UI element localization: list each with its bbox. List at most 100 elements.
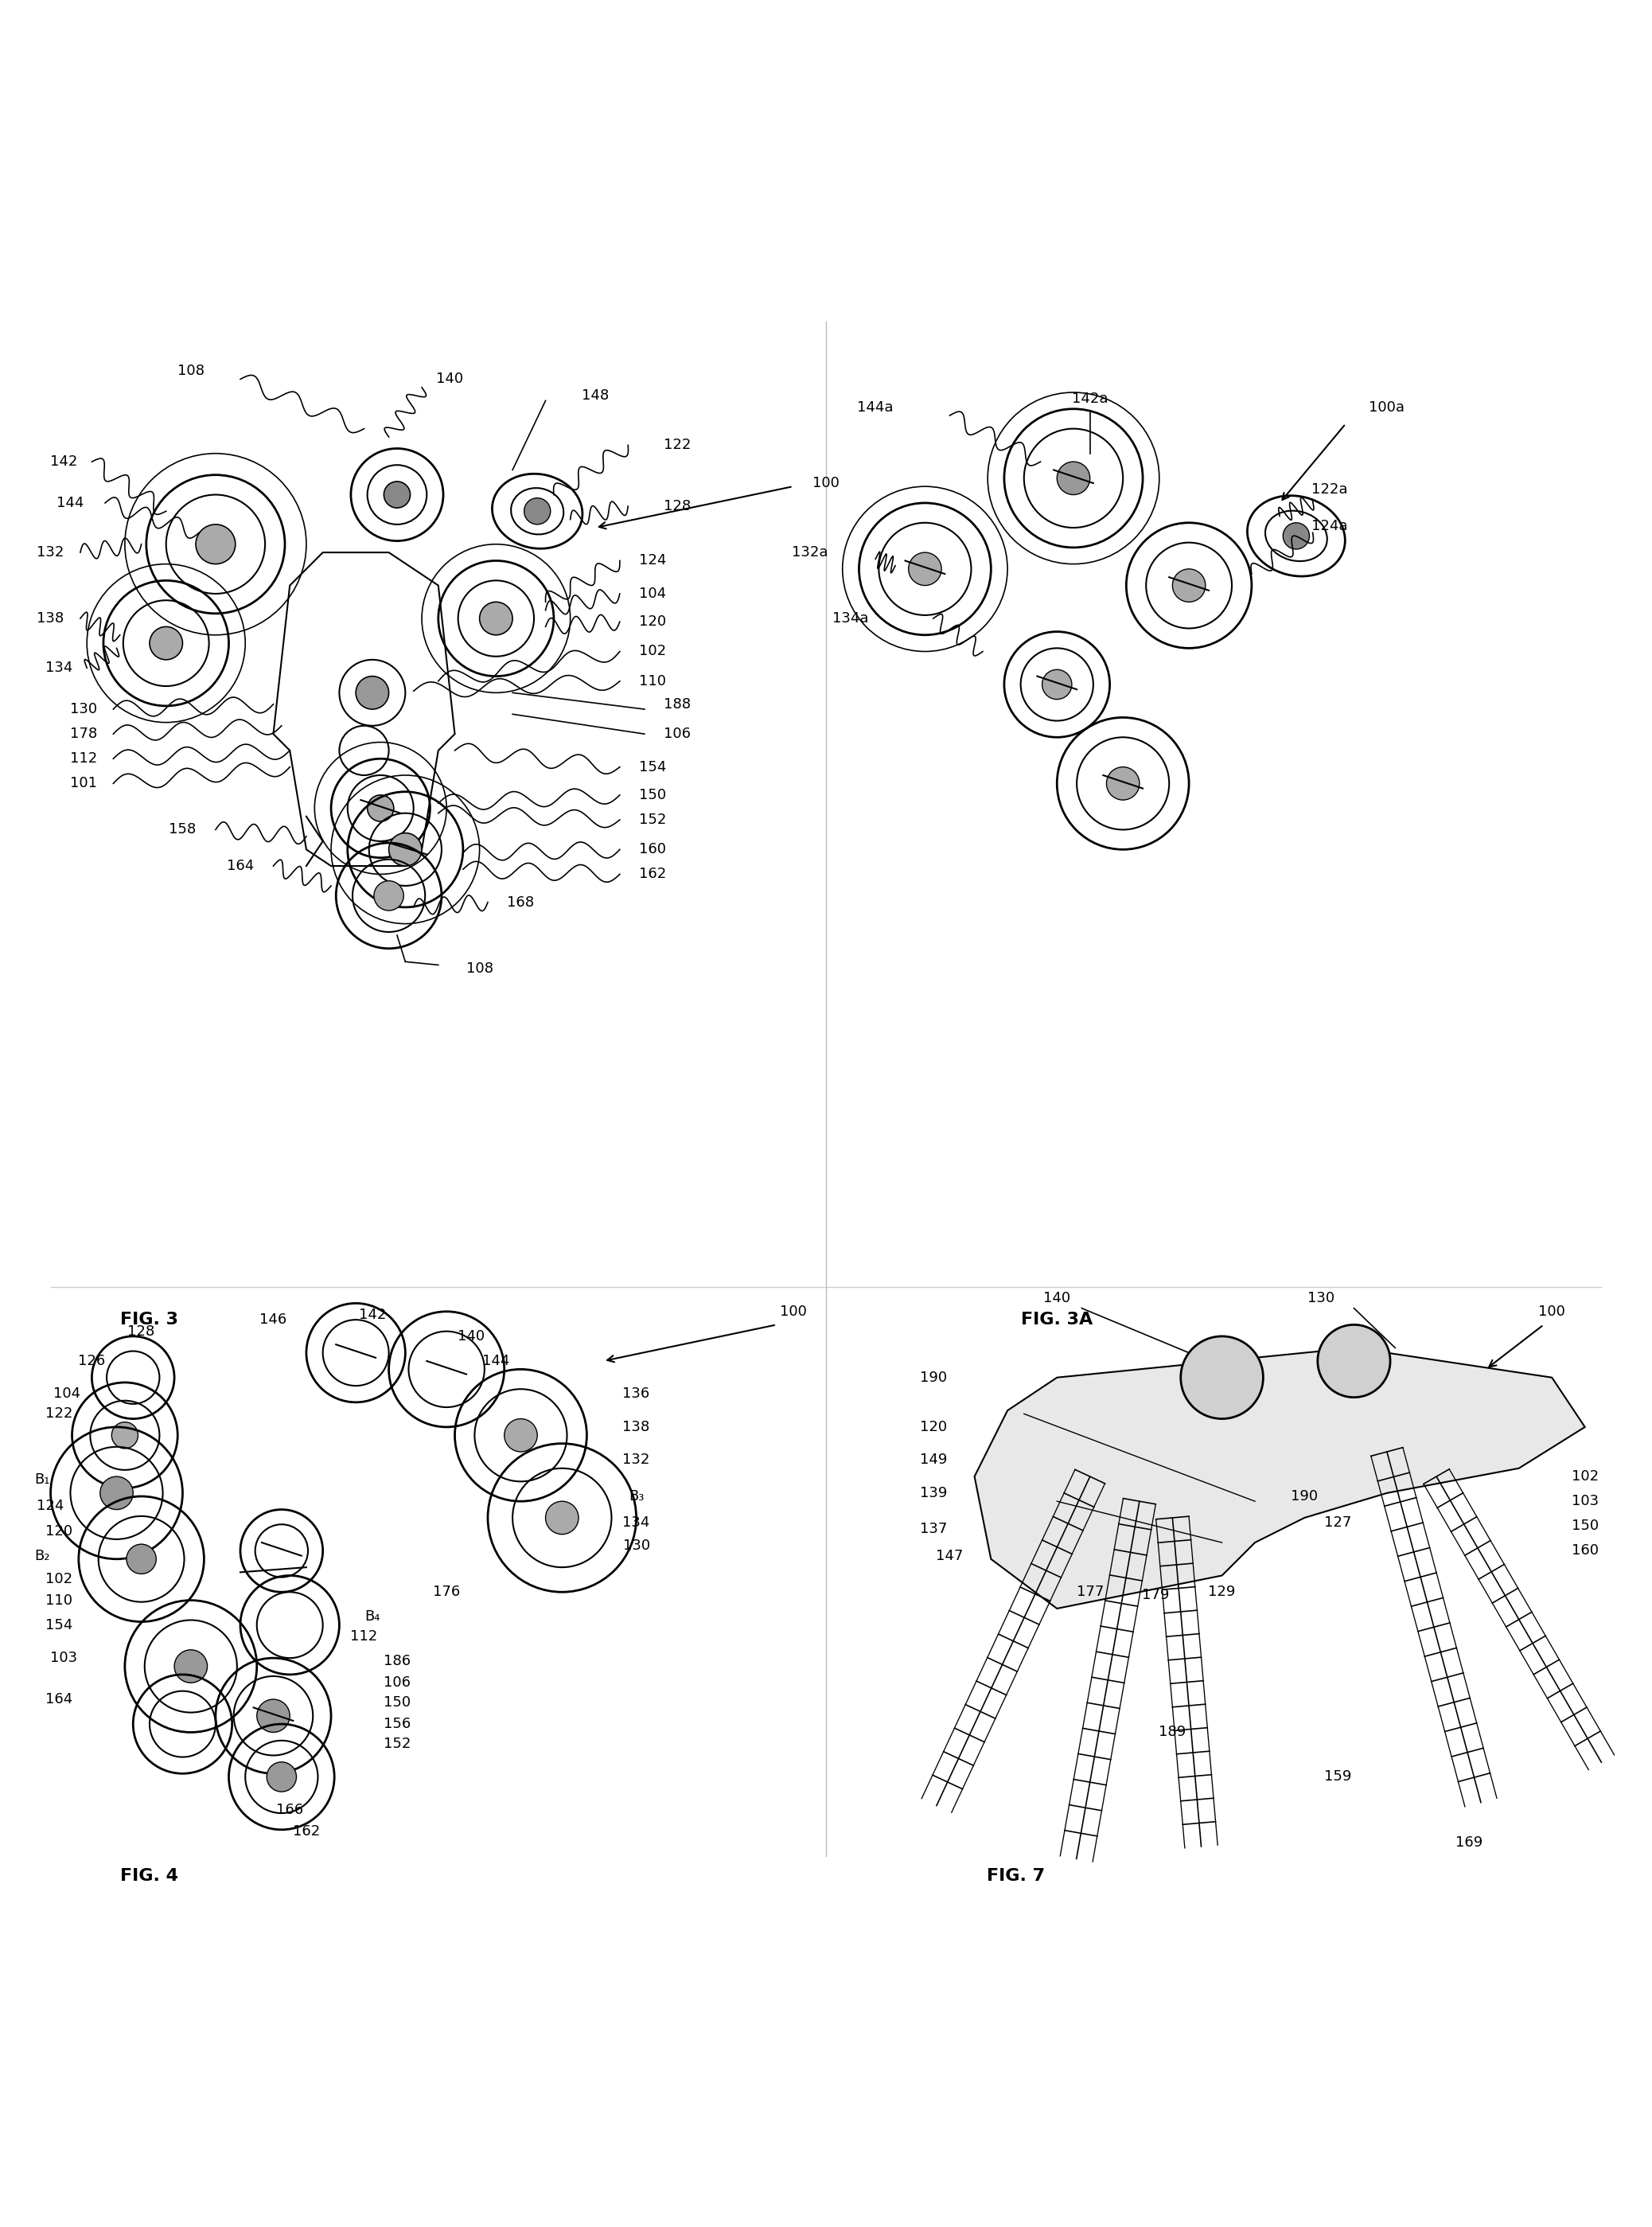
Text: 140: 140 <box>436 372 464 385</box>
Text: 156: 156 <box>383 1717 411 1730</box>
Text: 150: 150 <box>383 1695 411 1710</box>
Text: 137: 137 <box>920 1523 947 1537</box>
Text: 168: 168 <box>507 895 534 909</box>
Text: 142: 142 <box>358 1307 387 1323</box>
Text: 152: 152 <box>383 1737 411 1750</box>
Text: 120: 120 <box>45 1523 73 1539</box>
Text: 128: 128 <box>127 1325 155 1338</box>
Text: 103: 103 <box>1571 1494 1599 1508</box>
Text: 110: 110 <box>639 675 666 688</box>
Circle shape <box>388 833 421 866</box>
Text: 100a: 100a <box>1370 401 1404 414</box>
Text: 128: 128 <box>664 499 691 514</box>
Text: 130: 130 <box>1307 1292 1335 1305</box>
Circle shape <box>197 523 235 563</box>
Text: 124a: 124a <box>1312 519 1348 532</box>
Circle shape <box>127 1543 157 1574</box>
Text: 130: 130 <box>69 702 97 717</box>
Text: 106: 106 <box>383 1675 411 1690</box>
Circle shape <box>373 882 403 911</box>
Circle shape <box>367 795 393 822</box>
Text: 104: 104 <box>53 1387 81 1401</box>
Text: 162: 162 <box>639 866 666 882</box>
Text: B₄: B₄ <box>365 1610 380 1623</box>
Polygon shape <box>975 1347 1584 1608</box>
Text: 160: 160 <box>1571 1543 1599 1559</box>
Text: 154: 154 <box>45 1617 73 1632</box>
Circle shape <box>1318 1325 1391 1396</box>
Text: 120: 120 <box>639 615 666 628</box>
Circle shape <box>909 552 942 586</box>
Circle shape <box>1042 670 1072 699</box>
Text: 132: 132 <box>36 546 64 559</box>
Text: 122a: 122a <box>1312 483 1348 497</box>
Text: 108: 108 <box>466 962 492 975</box>
Text: 134: 134 <box>623 1517 649 1530</box>
Text: 100: 100 <box>780 1305 806 1318</box>
Circle shape <box>1173 568 1206 601</box>
Text: 142: 142 <box>50 454 78 470</box>
Text: 162: 162 <box>292 1824 320 1840</box>
Text: 134a: 134a <box>833 610 869 626</box>
Text: 102: 102 <box>1571 1470 1599 1483</box>
Text: 164: 164 <box>45 1693 73 1706</box>
Text: 169: 169 <box>1455 1835 1483 1851</box>
Text: 144a: 144a <box>857 401 894 414</box>
Circle shape <box>545 1501 578 1534</box>
Text: 134: 134 <box>45 661 73 675</box>
Circle shape <box>524 499 550 523</box>
Text: 158: 158 <box>169 822 197 837</box>
Text: 190: 190 <box>1290 1490 1318 1503</box>
Text: 190: 190 <box>920 1370 947 1385</box>
Text: FIG. 4: FIG. 4 <box>121 1868 178 1884</box>
Circle shape <box>1107 766 1140 799</box>
Text: 140: 140 <box>458 1330 486 1343</box>
Text: 126: 126 <box>78 1354 106 1367</box>
Text: 149: 149 <box>920 1452 947 1468</box>
Text: 124: 124 <box>36 1499 64 1514</box>
Circle shape <box>383 481 410 508</box>
Text: 147: 147 <box>937 1548 963 1563</box>
Text: 122: 122 <box>664 439 691 452</box>
Text: 100: 100 <box>1538 1305 1566 1318</box>
Text: 130: 130 <box>623 1539 649 1552</box>
Text: 176: 176 <box>433 1586 461 1599</box>
Text: 127: 127 <box>1323 1517 1351 1530</box>
Text: FIG. 3: FIG. 3 <box>121 1312 178 1327</box>
Text: 186: 186 <box>383 1655 411 1668</box>
Text: 129: 129 <box>1208 1586 1236 1599</box>
Text: FIG. 3A: FIG. 3A <box>1021 1312 1094 1327</box>
Text: 106: 106 <box>664 726 691 742</box>
Text: 138: 138 <box>623 1421 649 1434</box>
Text: 150: 150 <box>1571 1519 1599 1532</box>
Text: 108: 108 <box>177 363 205 379</box>
Text: B₁: B₁ <box>35 1472 50 1488</box>
Text: 102: 102 <box>45 1572 73 1586</box>
Text: 112: 112 <box>69 750 97 766</box>
Text: 101: 101 <box>69 777 97 791</box>
Text: 102: 102 <box>639 644 666 659</box>
Text: 146: 146 <box>259 1312 287 1327</box>
Circle shape <box>1181 1336 1264 1419</box>
Circle shape <box>1057 461 1090 494</box>
Text: 132a: 132a <box>791 546 828 559</box>
Text: 132: 132 <box>623 1452 649 1468</box>
Text: 136: 136 <box>623 1387 649 1401</box>
Text: B₃: B₃ <box>628 1490 644 1503</box>
Circle shape <box>1284 523 1310 550</box>
Text: 189: 189 <box>1158 1726 1186 1739</box>
Circle shape <box>266 1762 296 1793</box>
Text: 188: 188 <box>664 697 691 710</box>
Text: B₂: B₂ <box>35 1548 50 1563</box>
Text: 139: 139 <box>920 1485 947 1501</box>
Text: 100: 100 <box>813 477 839 490</box>
Text: 104: 104 <box>639 586 666 601</box>
Text: FIG. 7: FIG. 7 <box>986 1868 1044 1884</box>
Circle shape <box>504 1419 537 1452</box>
Text: 150: 150 <box>639 788 666 802</box>
Circle shape <box>256 1699 289 1733</box>
Text: 177: 177 <box>1077 1586 1104 1599</box>
Text: 152: 152 <box>639 813 666 826</box>
Text: 120: 120 <box>920 1421 947 1434</box>
Text: 124: 124 <box>639 555 666 568</box>
